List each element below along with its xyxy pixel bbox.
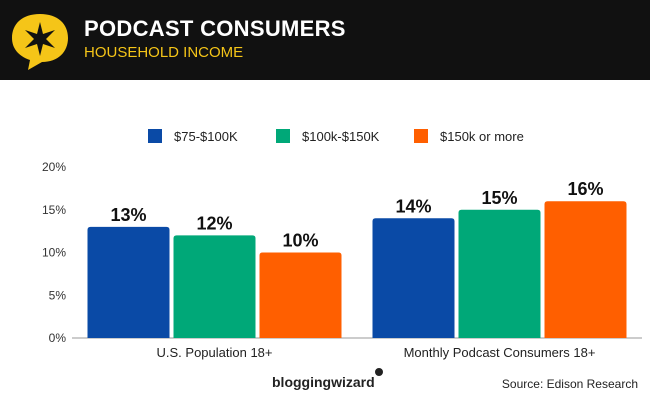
chart-title: PODCAST CONSUMERS xyxy=(84,16,346,41)
brand-logo: bloggingwizard xyxy=(272,368,383,390)
bar-value-label: 10% xyxy=(282,231,318,251)
y-tick-label: 5% xyxy=(49,288,67,302)
x-category-label: U.S. Population 18+ xyxy=(157,345,273,360)
legend: $75-$100K $100k-$150K $150k or more xyxy=(0,126,650,146)
chart-subtitle: HOUSEHOLD INCOME xyxy=(84,44,244,61)
pin-icon xyxy=(374,368,383,376)
brand-name: bloggingwizard xyxy=(272,374,375,390)
bar-value-label: 15% xyxy=(481,188,517,208)
legend-item-100-150k: $100k-$150K xyxy=(276,126,379,146)
legend-label: $150k or more xyxy=(440,128,524,144)
y-tick-label: 10% xyxy=(42,246,66,260)
source-note: Source: Edison Research xyxy=(501,377,638,391)
bar-value-label: 13% xyxy=(110,205,146,225)
star-badge-icon xyxy=(12,14,68,70)
bar-value-label: 12% xyxy=(196,213,232,233)
legend-item-150k-plus: $150k or more xyxy=(414,126,524,146)
y-tick-label: 0% xyxy=(49,331,67,345)
x-category-label: Monthly Podcast Consumers 18+ xyxy=(404,345,596,360)
legend-item-75-100k: $75-$100K xyxy=(148,126,238,146)
bar-value-label: 14% xyxy=(395,196,431,216)
legend-label: $100k-$150K xyxy=(302,128,380,144)
legend-swatch xyxy=(276,129,290,143)
legend-swatch xyxy=(414,129,428,143)
legend-label: $75-$100K xyxy=(174,128,238,144)
bar xyxy=(458,209,541,338)
y-tick-label: 20% xyxy=(42,160,66,174)
bar xyxy=(87,226,170,338)
header-bar: PODCAST CONSUMERS HOUSEHOLD INCOME xyxy=(0,0,650,80)
bar xyxy=(544,201,627,338)
bar xyxy=(372,218,455,338)
bar xyxy=(173,235,256,338)
bar-value-label: 16% xyxy=(567,179,603,199)
bar xyxy=(259,252,342,338)
y-tick-label: 15% xyxy=(42,203,66,217)
legend-swatch xyxy=(148,129,162,143)
